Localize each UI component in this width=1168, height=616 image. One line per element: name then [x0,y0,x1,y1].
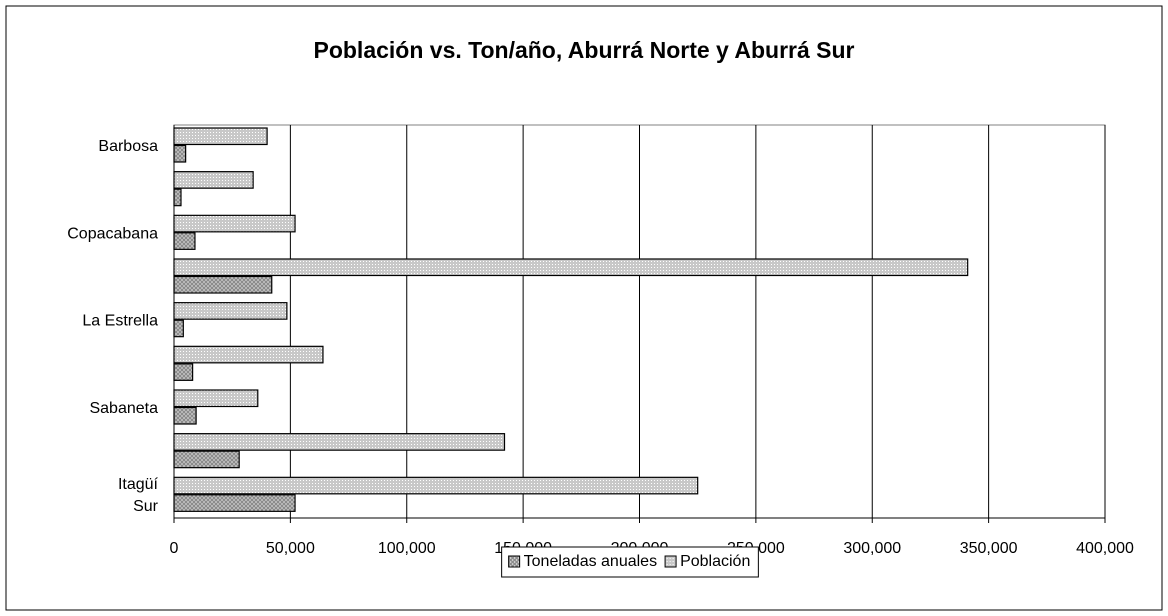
bar [173,302,288,320]
bar [173,406,197,425]
y-tick-label: Barbosa [98,138,158,155]
bar [173,389,259,408]
legend-box [501,546,759,578]
legend-swatch [508,555,521,568]
bar [173,127,268,146]
x-tick-label: 400,000 [1076,540,1134,557]
bar [173,433,506,451]
y-tick-label: Copacabana [67,225,158,242]
x-tick-label: 50,000 [266,540,315,557]
y-tick-label: Itagüí Sur [118,476,159,515]
legend-label: Toneladas anuales [524,553,657,570]
bar [173,188,182,207]
bar [173,450,240,469]
bar [173,319,184,338]
bar [173,144,187,163]
x-tick-label: 350,000 [960,540,1018,557]
chart-title: Población vs. Ton/año, Aburrá Norte y Ab… [313,37,854,63]
bar [173,476,699,495]
legend-label: Población [680,553,750,570]
bar [173,363,194,381]
x-tick-label: 0 [170,540,179,557]
bar [173,345,324,364]
bar [173,171,254,189]
y-tick-label: La Estrella [82,313,158,330]
legend: Toneladas anuales Población [501,546,759,578]
bar [173,214,296,233]
y-tick-label: Sabaneta [89,400,158,417]
legend-swatch [664,555,677,568]
bar [173,232,196,250]
bar [173,258,969,277]
bar [173,275,273,294]
x-tick-label: 100,000 [378,540,436,557]
bar [173,494,296,512]
x-tick-label: 300,000 [843,540,901,557]
